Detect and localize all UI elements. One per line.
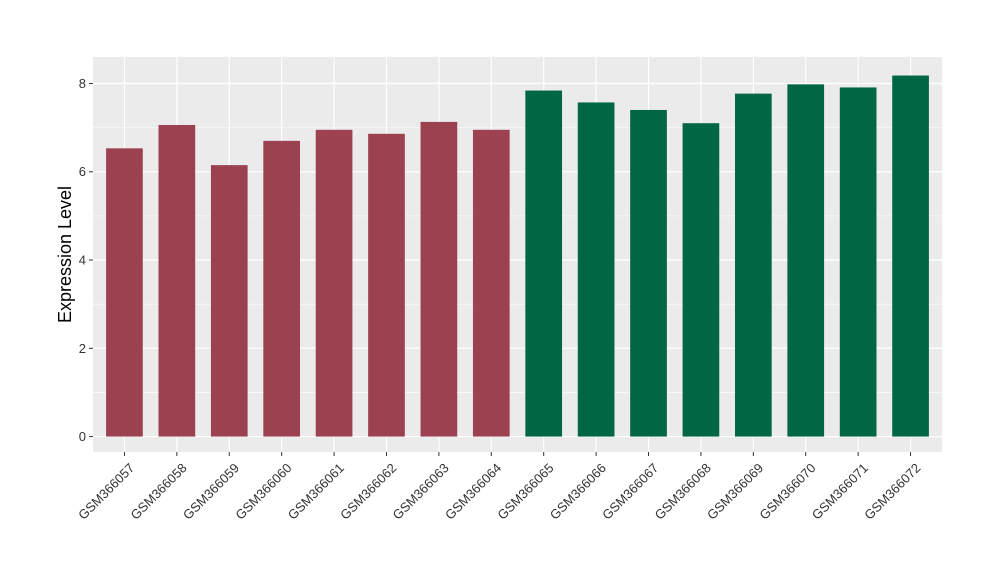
y-tick-label: 6 bbox=[79, 164, 86, 179]
y-tick-label: 2 bbox=[79, 341, 86, 356]
bar bbox=[630, 109, 667, 437]
bar bbox=[368, 133, 405, 437]
bar bbox=[734, 93, 772, 437]
x-tick-label: GSM366072 bbox=[861, 460, 923, 522]
y-tick-label: 8 bbox=[79, 76, 86, 91]
y-axis-title: Expression Level bbox=[55, 186, 75, 323]
bar bbox=[839, 87, 877, 437]
bars bbox=[106, 75, 929, 437]
y-axis: 0 2 4 6 8 bbox=[79, 76, 93, 444]
y-tick-label: 4 bbox=[79, 253, 86, 268]
bar bbox=[577, 102, 615, 437]
bar bbox=[787, 84, 825, 437]
bar bbox=[263, 140, 301, 437]
bar bbox=[892, 75, 929, 437]
bar bbox=[210, 165, 248, 437]
bar bbox=[682, 123, 720, 437]
x-axis: GSM366057GSM366058GSM366059GSM366060GSM3… bbox=[75, 452, 923, 523]
bar bbox=[106, 148, 143, 437]
bar bbox=[315, 129, 353, 437]
y-tick-label: 0 bbox=[79, 429, 86, 444]
bar bbox=[525, 90, 563, 437]
bar bbox=[158, 124, 196, 437]
bar bbox=[472, 129, 510, 437]
bar bbox=[420, 121, 458, 437]
